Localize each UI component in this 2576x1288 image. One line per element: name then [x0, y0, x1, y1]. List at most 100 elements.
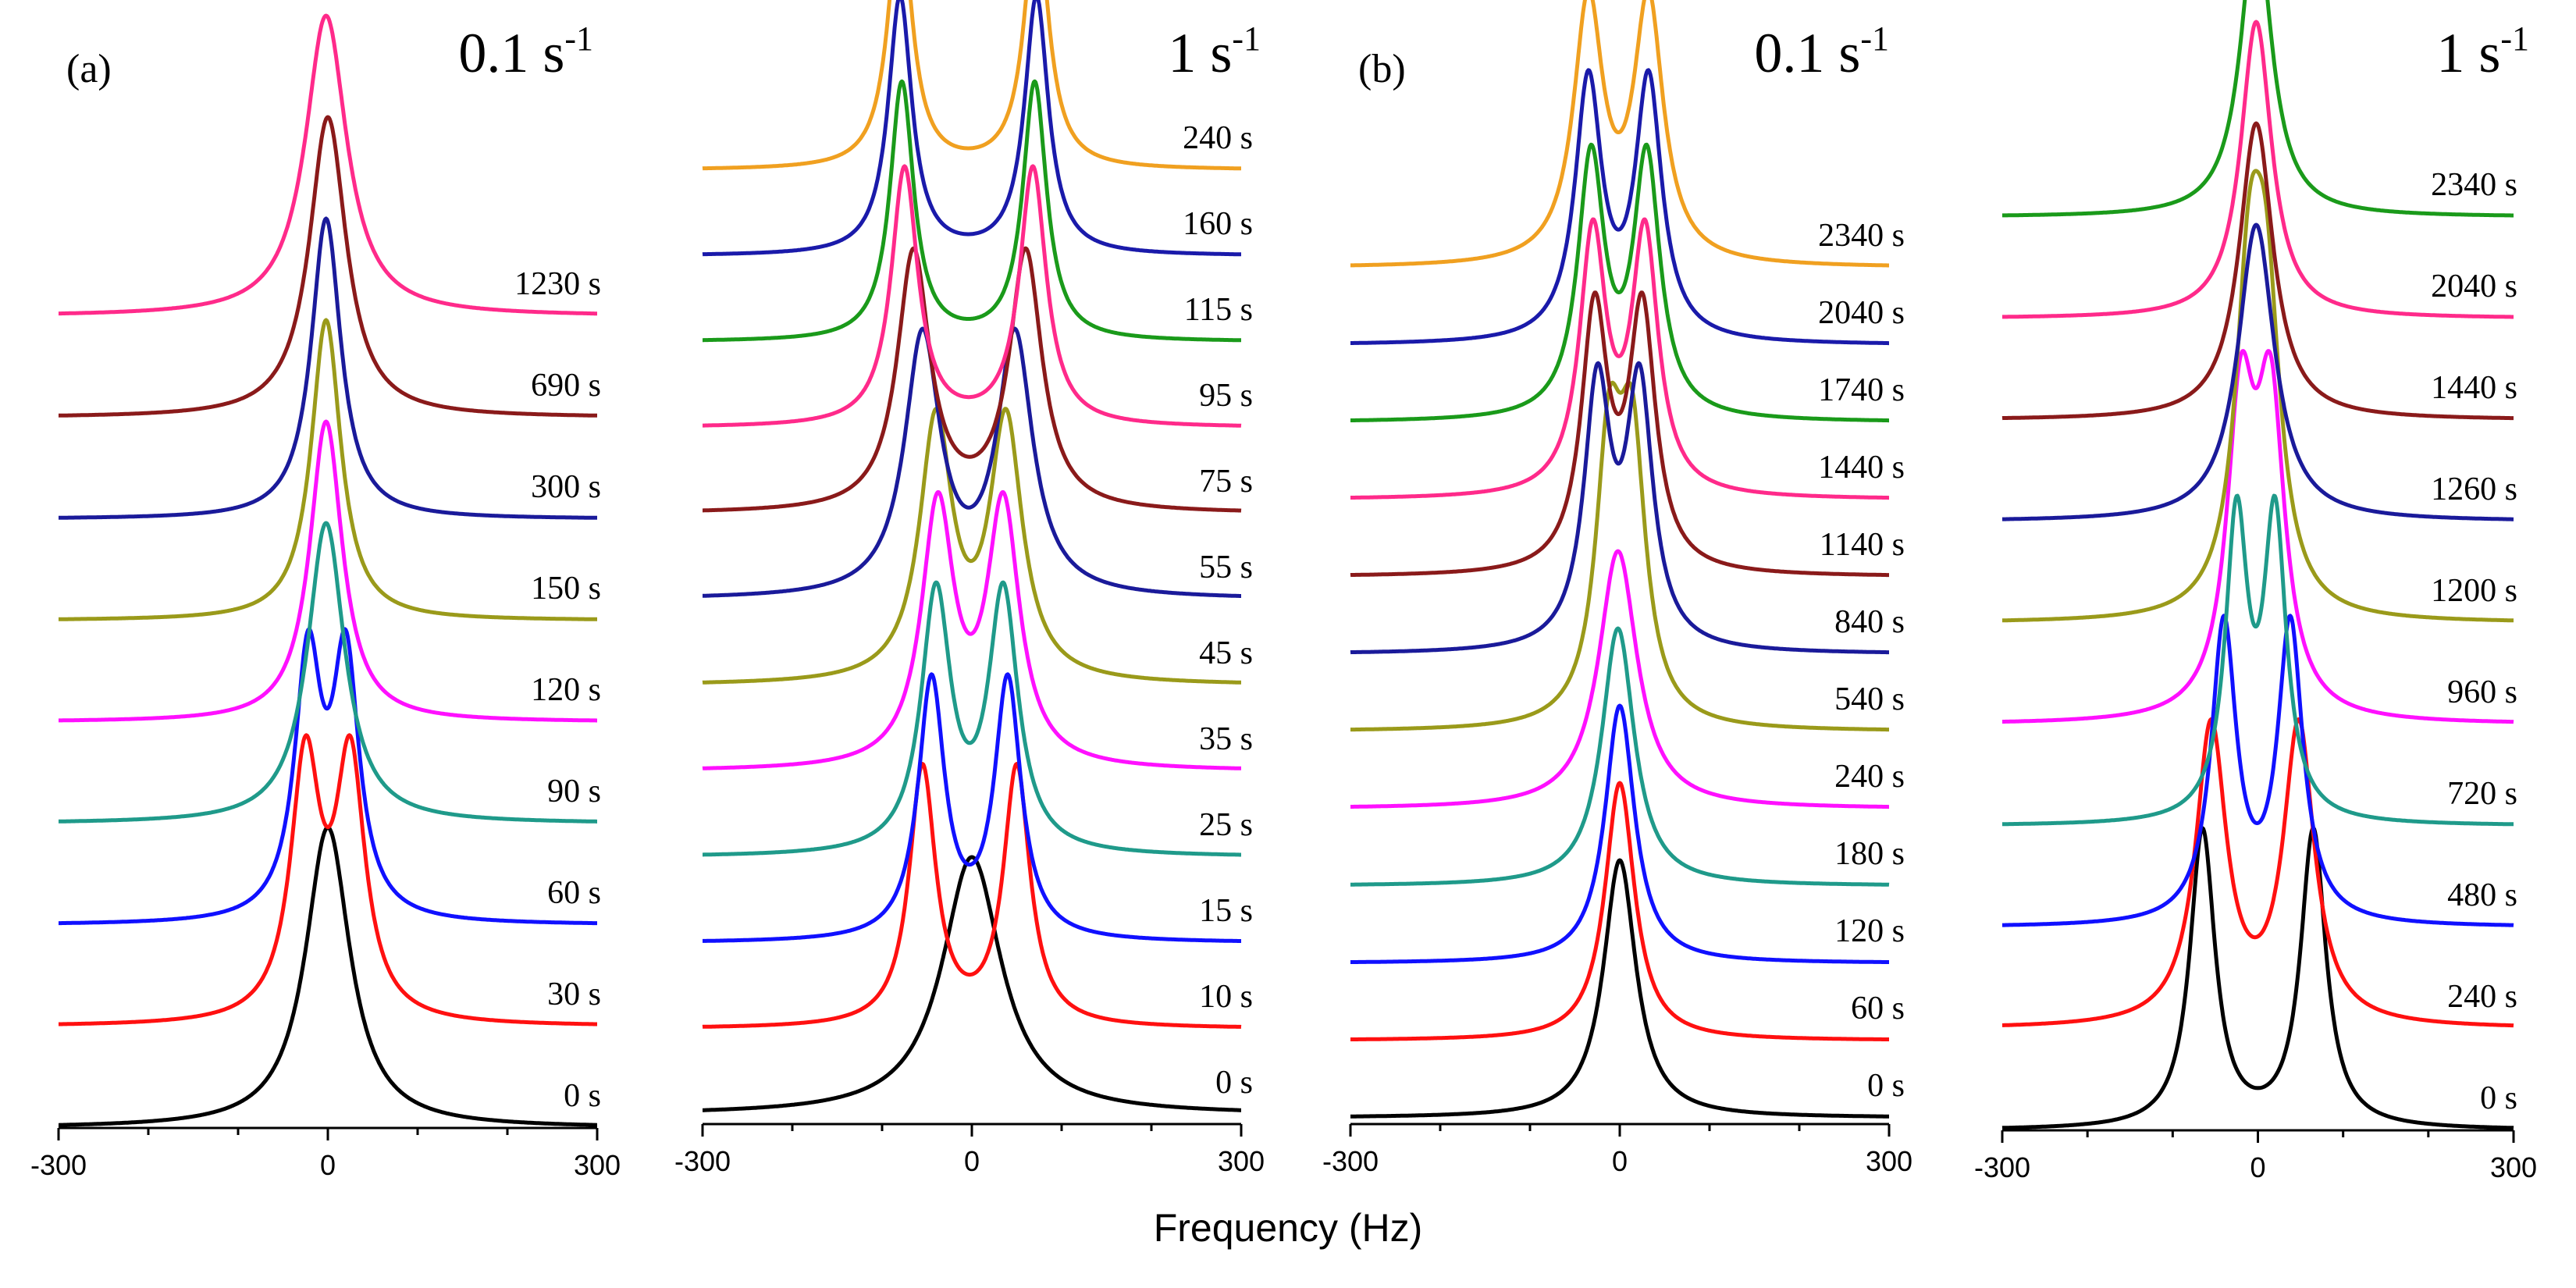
series-trace [701, 580, 1243, 857]
series-label: 160 s [1183, 206, 1253, 242]
series-label: 15 s [1199, 893, 1253, 929]
series-label: 720 s [2447, 776, 2517, 812]
series-trace [701, 246, 1243, 513]
series-trace [2001, 493, 2515, 827]
x-tick-label: -300 [30, 1149, 87, 1181]
series-label: 1200 s [2431, 573, 2517, 609]
series-trace [701, 326, 1243, 598]
panel-4: -300 0 300 1 s-1 0 s 240 s 480 s 720 s 960 s 1200… [1974, 0, 2537, 1183]
x-tick-label: -300 [674, 1145, 731, 1177]
series-label: 180 s [1834, 836, 1905, 872]
series-label: 0 s [2480, 1080, 2517, 1116]
series-trace [1349, 217, 1891, 500]
series-label: 240 s [1183, 120, 1253, 156]
series-trace [701, 79, 1243, 343]
x-tick-label: 300 [1866, 1145, 1912, 1177]
rate-label: 1 s-1 [1168, 20, 1261, 84]
series-trace [2001, 614, 2515, 927]
panel-3: -300 0 300 (b) 0.1 s-1 0 s 60 s 120 s 180 s 240 s… [1322, 0, 1912, 1177]
series-label: 2340 s [2431, 167, 2517, 203]
series-label: 0 s [1215, 1065, 1253, 1101]
series-trace [2001, 169, 2515, 623]
series-trace [2001, 121, 2515, 421]
series-trace [1349, 68, 1891, 346]
rate-label: 0.1 s-1 [458, 20, 593, 84]
panel-letter: (a) [66, 47, 112, 91]
series-trace [1349, 290, 1891, 578]
series-trace [2001, 20, 2515, 319]
series-trace [701, 762, 1243, 1029]
x-tick-label: -300 [1974, 1151, 2030, 1183]
series-trace [701, 672, 1243, 943]
series-label: 150 s [531, 571, 601, 607]
series-label: 0 s [564, 1078, 601, 1114]
series-label: 300 s [531, 469, 601, 505]
series-label: 1230 s [514, 266, 601, 302]
panels: -300 0 300 (a) 0.1 s-1 0 s 30 s 60 s 90 s 120 s 15… [30, 0, 2537, 1183]
series-trace [2001, 826, 2515, 1130]
series-trace [1349, 361, 1891, 655]
panel-letter: (b) [1358, 47, 1406, 91]
series-label: 95 s [1199, 378, 1253, 414]
series-trace [57, 13, 599, 316]
x-tick-label: 300 [1218, 1145, 1265, 1177]
series-label: 2040 s [1818, 295, 1905, 331]
series-label: 115 s [1184, 292, 1253, 328]
series-trace [1349, 703, 1891, 964]
series-trace [57, 521, 599, 824]
series-label: 240 s [1834, 759, 1905, 795]
x-axis-title: Frequency (Hz) [1154, 1206, 1423, 1250]
series-trace [2001, 222, 2515, 521]
series-trace [57, 216, 599, 520]
x-tick-label: 0 [2250, 1151, 2265, 1183]
series-trace [57, 115, 599, 418]
series-trace [701, 407, 1243, 685]
series-trace [57, 419, 599, 723]
series-trace [2001, 0, 2515, 218]
series-label: 2340 s [1818, 218, 1905, 254]
series-label: 690 s [531, 368, 601, 404]
series-label: 1440 s [1818, 450, 1905, 486]
rate-label: 1 s-1 [2436, 20, 2529, 84]
series-label: 960 s [2447, 674, 2517, 710]
series-trace [701, 0, 1243, 257]
series-label: 840 s [1834, 604, 1905, 640]
x-tick-label: 0 [964, 1145, 980, 1177]
series-label: 2040 s [2431, 269, 2517, 304]
series-label: 1440 s [2431, 370, 2517, 406]
series-trace [701, 0, 1243, 171]
panel-1: -300 0 300 (a) 0.1 s-1 0 s 30 s 60 s 90 s 120 s 15… [30, 13, 621, 1181]
x-tick-label: 0 [1612, 1145, 1628, 1177]
series-trace [1349, 858, 1891, 1119]
series-label: 35 s [1199, 721, 1253, 757]
series-label: 240 s [2447, 979, 2517, 1015]
series-trace [57, 733, 599, 1026]
series-label: 120 s [531, 672, 601, 708]
series-trace [57, 627, 599, 926]
series-label: 90 s [547, 774, 601, 809]
series-trace [701, 855, 1243, 1112]
x-tick-label: 300 [2490, 1151, 2537, 1183]
series-trace [1349, 142, 1891, 423]
series-label: 1260 s [2431, 471, 2517, 507]
series-label: 540 s [1834, 681, 1905, 717]
series-trace [1349, 380, 1891, 732]
series-label: 60 s [1851, 991, 1905, 1026]
series-label: 55 s [1199, 550, 1253, 585]
series-label: 45 s [1199, 635, 1253, 671]
x-tick-label: 0 [320, 1149, 336, 1181]
series-label: 120 s [1834, 913, 1905, 949]
series-trace [1349, 0, 1891, 268]
series-trace [57, 318, 599, 621]
series-label: 25 s [1199, 807, 1253, 843]
series-label: 60 s [547, 875, 601, 911]
series-label: 10 s [1199, 979, 1253, 1015]
series-trace [1349, 781, 1891, 1041]
series-trace [701, 164, 1243, 428]
series-label: 1140 s [1820, 527, 1905, 563]
rate-label: 0.1 s-1 [1754, 20, 1889, 84]
x-tick-label: -300 [1322, 1145, 1379, 1177]
series-label: 1740 s [1818, 372, 1905, 408]
series-trace [1349, 549, 1891, 809]
